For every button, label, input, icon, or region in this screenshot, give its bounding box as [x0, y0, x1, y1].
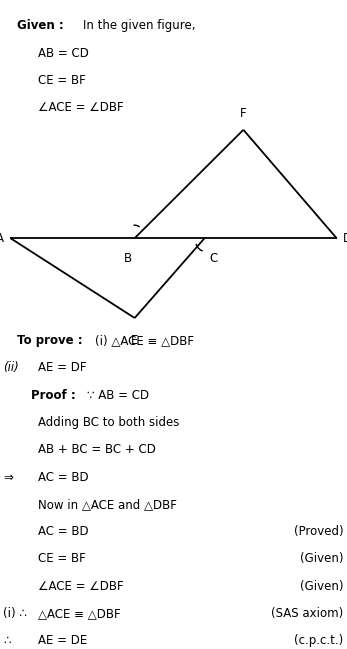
- Text: △ACE ≡ △DBF: △ACE ≡ △DBF: [38, 607, 121, 620]
- Text: ∵ AB = CD: ∵ AB = CD: [87, 389, 149, 402]
- Text: C: C: [209, 252, 217, 265]
- Text: AE = DF: AE = DF: [38, 361, 87, 374]
- Text: B: B: [124, 252, 132, 265]
- Text: E: E: [131, 334, 138, 347]
- Text: Proof :: Proof :: [31, 389, 76, 402]
- Text: A: A: [0, 232, 4, 245]
- Text: CE = BF: CE = BF: [38, 552, 86, 565]
- Text: CE = BF: CE = BF: [38, 74, 86, 87]
- Text: AC = BD: AC = BD: [38, 471, 89, 484]
- Text: To prove :: To prove :: [17, 334, 83, 347]
- Text: Now in △ACE and △DBF: Now in △ACE and △DBF: [38, 498, 177, 511]
- Text: (SAS axiom): (SAS axiom): [271, 607, 344, 620]
- Text: AB + BC = BC + CD: AB + BC = BC + CD: [38, 443, 156, 456]
- Text: Adding BC to both sides: Adding BC to both sides: [38, 416, 179, 429]
- Text: ∠ACE = ∠DBF: ∠ACE = ∠DBF: [38, 101, 124, 114]
- Text: (ii): (ii): [3, 361, 19, 374]
- Text: (Proved): (Proved): [294, 525, 344, 538]
- Text: In the given figure,: In the given figure,: [83, 19, 196, 32]
- Text: (i) △ACE ≡ △DBF: (i) △ACE ≡ △DBF: [95, 334, 194, 347]
- Text: ∴: ∴: [3, 634, 11, 647]
- Text: (c.p.c.t.): (c.p.c.t.): [294, 634, 344, 647]
- Text: Given :: Given :: [17, 19, 64, 32]
- Text: AB = CD: AB = CD: [38, 47, 89, 60]
- Text: (i) ∴: (i) ∴: [3, 607, 27, 620]
- Text: (Given): (Given): [300, 552, 344, 565]
- Text: ⇒: ⇒: [3, 471, 13, 484]
- Text: ∠ACE = ∠DBF: ∠ACE = ∠DBF: [38, 580, 124, 593]
- Text: AE = DE: AE = DE: [38, 634, 87, 647]
- Text: D: D: [342, 232, 347, 245]
- Text: F: F: [240, 107, 247, 120]
- Text: (Given): (Given): [300, 580, 344, 593]
- Text: AC = BD: AC = BD: [38, 525, 89, 538]
